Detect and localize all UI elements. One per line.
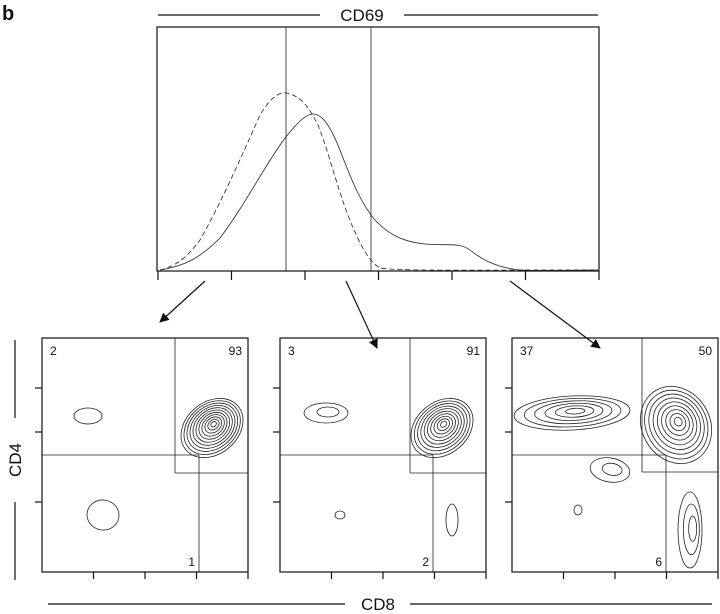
quadrant-percent: 93 (229, 344, 243, 358)
contour (661, 405, 694, 441)
arrow (159, 280, 206, 323)
contour (210, 421, 217, 428)
panel-label: b (2, 3, 14, 25)
quadrant-percent: 91 (467, 344, 481, 358)
contour (201, 414, 225, 437)
contour (207, 418, 220, 431)
contour (665, 409, 690, 436)
quadrant-percent: 50 (699, 344, 713, 358)
contour (648, 393, 705, 455)
contour (565, 407, 586, 415)
contour (180, 398, 244, 458)
contour (73, 407, 103, 425)
x-axis-label: CD8 (361, 595, 395, 614)
contour (601, 462, 623, 476)
contour (656, 401, 698, 446)
contour (413, 400, 471, 455)
contour (445, 503, 459, 537)
contour (573, 504, 583, 516)
control-histogram (159, 92, 599, 271)
contour (86, 499, 120, 531)
contour (554, 405, 595, 418)
contour (189, 404, 236, 449)
contour (640, 386, 712, 464)
quadrant-percent: 1 (188, 555, 195, 569)
contour (420, 405, 465, 448)
contour (430, 413, 456, 438)
contour (198, 411, 228, 440)
contour (523, 397, 622, 428)
contour (644, 389, 709, 460)
contour (513, 395, 631, 431)
contour (436, 418, 451, 432)
contour (427, 410, 459, 442)
contour (303, 402, 349, 424)
quadrant-percent: 6 (655, 555, 662, 569)
contour (195, 409, 231, 443)
quadrant-percent: 2 (422, 555, 429, 569)
contour (334, 510, 346, 520)
contour (589, 457, 631, 483)
contour (192, 407, 233, 446)
histogram-axis-label: CD69 (340, 6, 383, 25)
quadrant-percent: 2 (50, 344, 57, 358)
contour (682, 503, 700, 556)
histogram-frame (156, 26, 600, 272)
contour (316, 406, 340, 418)
contour (433, 415, 453, 435)
arrow (509, 280, 601, 349)
y-axis-label: CD4 (6, 443, 25, 477)
contour (410, 398, 474, 458)
contour (652, 397, 701, 450)
contour (204, 416, 223, 434)
contour (673, 416, 683, 427)
contour (669, 413, 687, 432)
arrow (345, 280, 378, 349)
contour (186, 402, 239, 452)
activated-histogram (159, 113, 599, 271)
quadrant-percent: 37 (520, 344, 534, 358)
contour (440, 420, 448, 428)
contour (534, 400, 613, 425)
contour (677, 491, 703, 569)
quadrant-percent: 3 (288, 344, 295, 358)
contour (544, 402, 604, 421)
contour (423, 408, 462, 445)
contour (417, 403, 468, 452)
contour (688, 515, 698, 542)
contour (183, 400, 241, 455)
